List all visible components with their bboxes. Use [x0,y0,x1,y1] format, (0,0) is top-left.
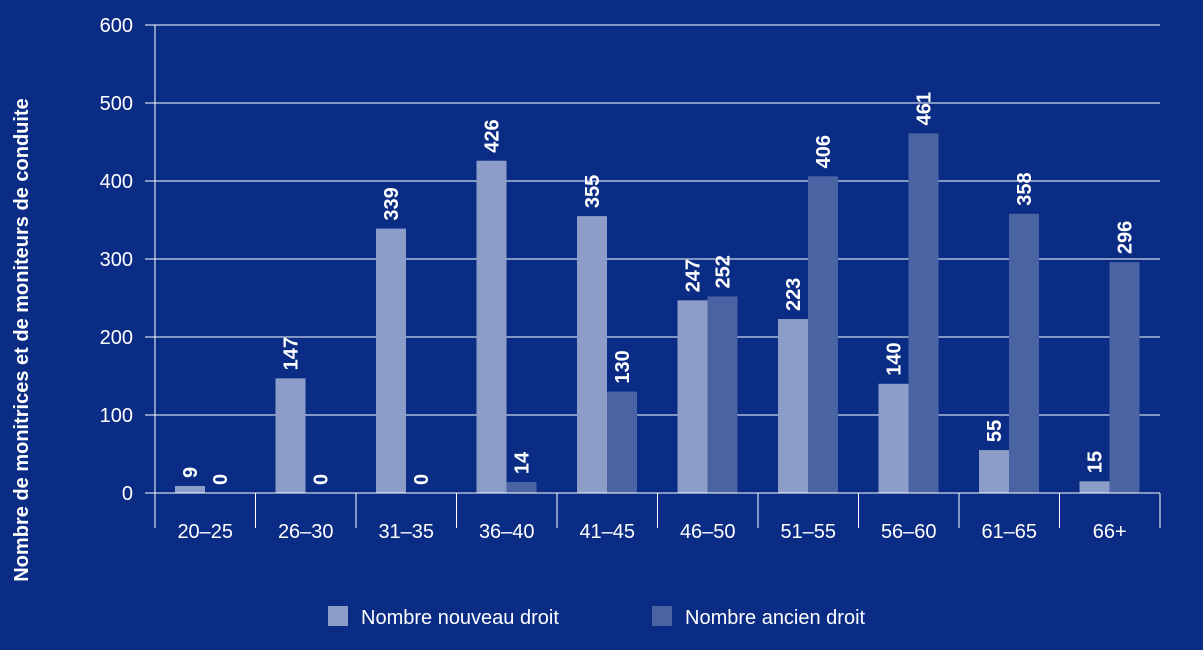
bar-nouveau-droit [175,485,205,493]
data-label: 426 [482,119,504,152]
y-tick-label: 600 [100,15,133,37]
legend-swatch [652,606,672,626]
bar-nouveau-droit [778,319,808,493]
bars [175,133,1140,494]
bar-ancien-droit [1009,213,1039,493]
legend-label: Nombre ancien droit [685,607,866,629]
bar-ancien-droit [607,391,637,493]
data-label: 130 [612,350,634,383]
y-axis-title: Nombre de monitrices et de moniteurs de … [11,98,33,581]
data-label: 247 [683,259,705,292]
bar-nouveau-droit [476,160,507,493]
data-label: 358 [1014,172,1036,205]
data-label: 14 [512,451,534,474]
bar-ancien-droit [908,133,939,494]
data-label: 0 [411,474,433,485]
data-label: 339 [381,187,403,220]
bar-ancien-droit [707,296,738,493]
data-label: 461 [914,92,936,125]
data-label: 296 [1115,221,1137,254]
bar-nouveau-droit [677,300,708,493]
x-tick-label: 66+ [1093,521,1127,543]
data-label: 0 [210,474,232,485]
data-label: 252 [713,255,735,288]
bar-nouveau-droit [275,378,306,493]
bar-nouveau-droit [376,228,406,493]
y-tick-label: 500 [100,93,133,115]
bar-nouveau-droit [979,450,1009,493]
data-label: 223 [783,278,805,311]
y-tick-label: 300 [100,249,133,271]
x-tick-label: 51–55 [780,521,836,543]
bar-nouveau-droit [577,216,607,493]
data-label: 406 [813,135,835,168]
data-label: 140 [884,342,906,375]
x-tick-label: 61–65 [981,521,1037,543]
bar-nouveau-droit [1079,481,1110,493]
bar-nouveau-droit [878,383,909,493]
x-tick-label: 31–35 [378,521,434,543]
x-tick-label: 20–25 [177,521,233,543]
y-tick-label: 400 [100,171,133,193]
legend-label: Nombre nouveau droit [361,607,559,629]
x-tick-label: 41–45 [579,521,635,543]
legend: Nombre nouveau droit Nombre ancien droit [328,606,866,629]
y-tick-label: 200 [100,327,133,349]
x-tick-label: 36–40 [479,521,535,543]
data-label: 15 [1085,451,1107,473]
y-tick-label: 100 [100,405,133,427]
bar-ancien-droit [506,482,537,493]
data-label: 0 [311,474,333,485]
bar-ancien-droit [1109,262,1140,493]
x-tick-label: 46–50 [680,521,736,543]
axes: 0 100 200 300 400 500 600 20–25 26–30 31–35 36–40 4… [100,15,1161,543]
bar-ancien-droit [808,176,838,493]
data-label: 147 [281,337,303,370]
gridlines [155,24,1160,416]
y-tick-label: 0 [122,483,133,505]
data-label: 355 [582,175,604,208]
x-tick-label: 56–60 [881,521,937,543]
x-tick-label: 26–30 [278,521,334,543]
data-label: 9 [180,467,202,478]
legend-swatch [328,606,348,626]
data-label: 55 [984,420,1006,442]
